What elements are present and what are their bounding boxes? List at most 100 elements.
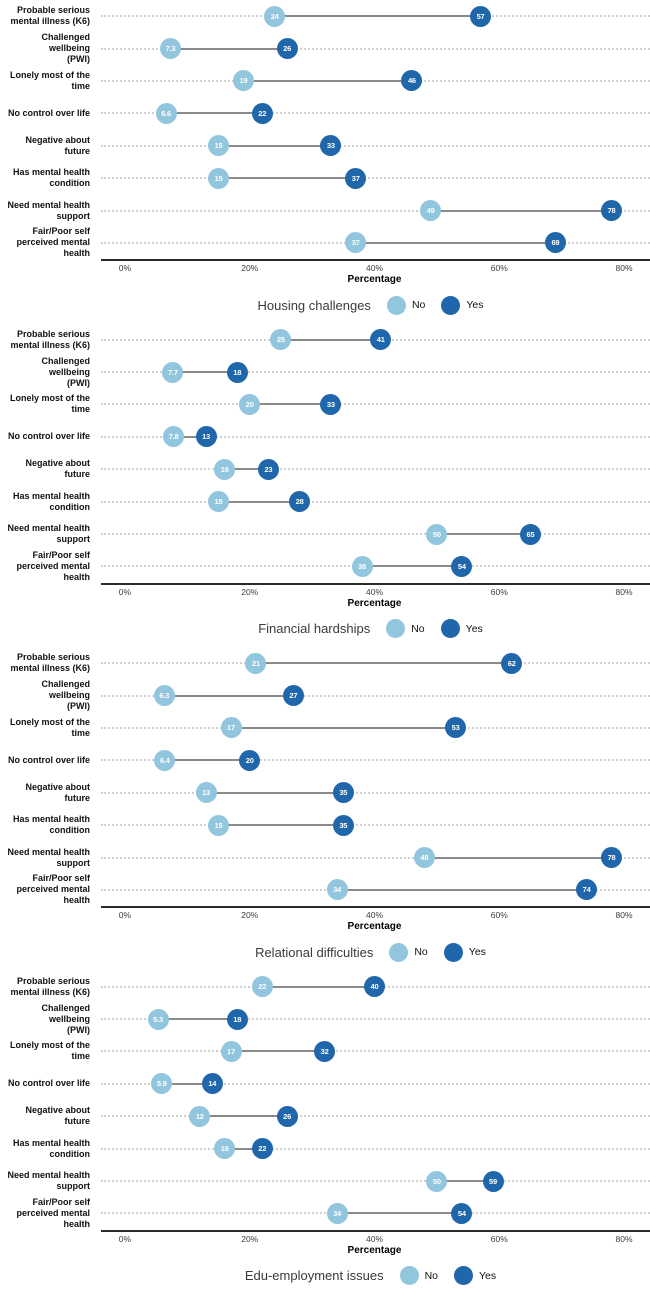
legend-no-label: No (411, 622, 425, 635)
dot-no: 19 (232, 70, 254, 92)
row-plot-area: 15 35 (101, 809, 650, 841)
x-axis-line (101, 582, 650, 585)
x-axis: 0% 20% 40% 60% 80% Percentage (101, 259, 650, 287)
category-label: Need mental health support (7, 199, 90, 221)
legend-yes-swatch-icon (454, 1266, 474, 1286)
dot-no: 25 (270, 329, 292, 351)
dotted-gridline (101, 694, 650, 697)
chart-row: Probable serious mental illness (K6) 21 62 (0, 647, 650, 679)
dot-yes: 28 (289, 491, 311, 513)
category-label: Probable serious mental illness (K6) (10, 652, 90, 674)
dotted-gridline (101, 1082, 650, 1085)
row-plot-area: 37 69 (101, 227, 650, 259)
dotted-gridline (101, 1018, 650, 1021)
row-plot-area: 5.3 18 (101, 1003, 650, 1035)
dot-no: 21 (245, 652, 267, 674)
connector-line (218, 144, 331, 147)
legend-title: Housing challenges (257, 297, 371, 313)
category-label: No control over life (7, 107, 90, 118)
row-plot-area: 16 23 (101, 453, 650, 485)
dot-yes: 32 (314, 1040, 336, 1062)
legend-no-swatch-icon (399, 1266, 419, 1286)
connector-line (231, 726, 456, 729)
dot-no: 12 (189, 1105, 211, 1127)
category-label: Has mental health condition (12, 167, 90, 189)
chart-row: Negative about future 12 26 (0, 1100, 650, 1132)
category-label: Has mental health condition (12, 814, 90, 836)
connector-line (166, 112, 263, 115)
dot-yes: 22 (251, 102, 273, 124)
chart-row: Fair/Poor self perceived mental health 34… (0, 1197, 650, 1229)
dot-no: 48 (413, 847, 435, 869)
row-plot-area: 6.4 20 (101, 744, 650, 776)
dotted-gridline (101, 371, 650, 374)
chart-row: Probable serious mental illness (K6) 25 41 (0, 324, 650, 356)
legend-yes-swatch-icon (443, 942, 463, 962)
row-plot-area: 22 40 (101, 971, 650, 1003)
connector-line (249, 403, 331, 406)
chart-row: Probable serious mental illness (K6) 24 57 (0, 0, 650, 32)
dot-yes: 65 (519, 523, 541, 545)
dot-yes: 18 (226, 361, 248, 383)
dot-no: 6.6 (155, 102, 177, 124)
x-axis: 0% 20% 40% 60% 80% Percentage (101, 906, 650, 934)
category-label: Lonely most of the time (9, 716, 90, 738)
connector-line (206, 791, 344, 794)
legend: Relational difficulties No Yes (101, 934, 650, 970)
connector-line (424, 856, 612, 859)
dot-yes: 26 (276, 38, 298, 60)
x-axis-tick-label: 40% (365, 263, 384, 274)
row-plot-area: 20 33 (101, 388, 650, 420)
category-label: Lonely most of the time (9, 393, 90, 415)
category-label: Fair/Poor self perceived mental health (16, 873, 90, 906)
x-axis-tick-label: 0% (118, 586, 132, 597)
x-axis-tick-label: 40% (365, 586, 384, 597)
chart-row: Has mental health condition 15 35 (0, 809, 650, 841)
x-axis-line (101, 1229, 650, 1232)
chart-row: Challenged wellbeing (PWI) 7.7 18 (0, 356, 650, 388)
dot-no: 37 (345, 232, 367, 254)
chart-row: Need mental health support 50 59 (0, 1165, 650, 1197)
row-plot-area: 6.3 27 (101, 679, 650, 711)
connector-line (158, 1018, 238, 1021)
row-plot-area: 15 37 (101, 162, 650, 194)
dotted-gridline (101, 47, 650, 50)
x-axis: 0% 20% 40% 60% 80% Percentage (101, 1229, 650, 1258)
row-plot-area: 21 62 (101, 647, 650, 679)
dotted-gridline (101, 209, 650, 212)
category-label: Negative about future (25, 458, 90, 480)
dotted-gridline (101, 856, 650, 859)
dot-yes: 35 (332, 814, 354, 836)
chart-row: Fair/Poor self perceived mental health 38… (0, 550, 650, 582)
dot-yes: 20 (239, 749, 261, 771)
connector-line (218, 500, 300, 503)
connector-line (173, 435, 207, 438)
row-plot-area: 17 53 (101, 712, 650, 744)
x-axis-tick-label: 20% (241, 910, 259, 921)
connector-line (218, 177, 356, 180)
dot-yes: 54 (451, 555, 473, 577)
legend-no-label: No (424, 1269, 439, 1282)
connector-line (172, 371, 238, 374)
x-axis-title: Percentage (347, 597, 402, 609)
category-label: Fair/Poor self perceived mental health (16, 1196, 90, 1229)
connector-line (280, 338, 381, 341)
row-plot-area: 19 46 (101, 65, 650, 97)
dotted-gridline (101, 112, 650, 115)
plot-rows: Probable serious mental illness (K6) 25 41… (0, 324, 650, 583)
category-label: Negative about future (25, 1105, 90, 1127)
dot-no: 20 (239, 393, 261, 415)
chart-row: Lonely most of the time 19 46 (0, 65, 650, 97)
x-axis-tick-label: 20% (241, 1233, 259, 1244)
connector-line (243, 79, 412, 82)
dot-yes: 23 (257, 458, 279, 480)
legend-no-label: No (414, 946, 428, 959)
connector-line (337, 1212, 462, 1215)
legend-yes-swatch-icon (440, 619, 460, 639)
category-label: Lonely most of the time (9, 1040, 90, 1062)
row-plot-area: 7.7 18 (101, 356, 650, 388)
dot-yes: 41 (370, 329, 392, 351)
row-plot-area: 7.8 13 (101, 421, 650, 453)
x-axis-tick-label: 0% (118, 910, 132, 921)
dotted-gridline (101, 468, 650, 471)
